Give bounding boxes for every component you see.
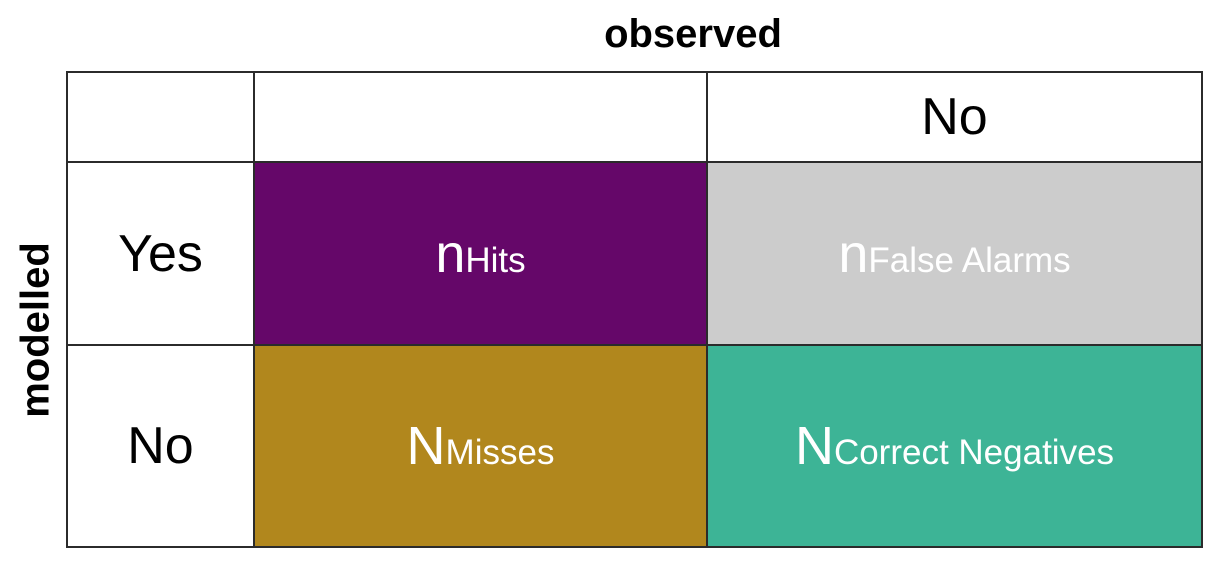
- false-alarms-formula: nFalse Alarms: [838, 224, 1070, 284]
- hits-subscript: Hits: [465, 240, 526, 280]
- contingency-table: No Yes nHits nFalse Alarms No NMisses NC…: [66, 71, 1203, 548]
- correct-negatives-subscript: Correct Negatives: [833, 433, 1115, 472]
- modelled-yes-row: Yes nHits nFalse Alarms: [66, 161, 1203, 346]
- row-label-modelled-yes: Yes: [66, 161, 255, 346]
- hits-formula: nHits: [435, 224, 525, 284]
- corner-cell: [66, 71, 255, 163]
- col-header-observed-no: No: [706, 71, 1203, 163]
- cell-misses: NMisses: [253, 344, 708, 548]
- cell-false-alarms: nFalse Alarms: [706, 161, 1203, 346]
- col-header-observed-yes: [253, 71, 708, 163]
- modelled-axis-title: modelled: [13, 242, 58, 418]
- misses-symbol: N: [406, 416, 446, 476]
- misses-formula: NMisses: [407, 416, 555, 476]
- false-alarms-symbol: n: [838, 223, 869, 284]
- modelled-no-row: No NMisses NCorrect Negatives: [66, 344, 1203, 548]
- hits-symbol: n: [435, 223, 466, 284]
- false-alarms-subscript: False Alarms: [868, 240, 1071, 280]
- row-label-modelled-no: No: [66, 344, 255, 548]
- cell-correct-negatives: NCorrect Negatives: [706, 344, 1203, 548]
- correct-negatives-formula: NCorrect Negatives: [795, 416, 1114, 476]
- cell-hits: nHits: [253, 161, 708, 346]
- correct-negatives-symbol: N: [794, 416, 834, 476]
- observed-axis-title: observed: [604, 12, 782, 56]
- header-row: No: [66, 71, 1203, 163]
- misses-subscript: Misses: [445, 433, 555, 472]
